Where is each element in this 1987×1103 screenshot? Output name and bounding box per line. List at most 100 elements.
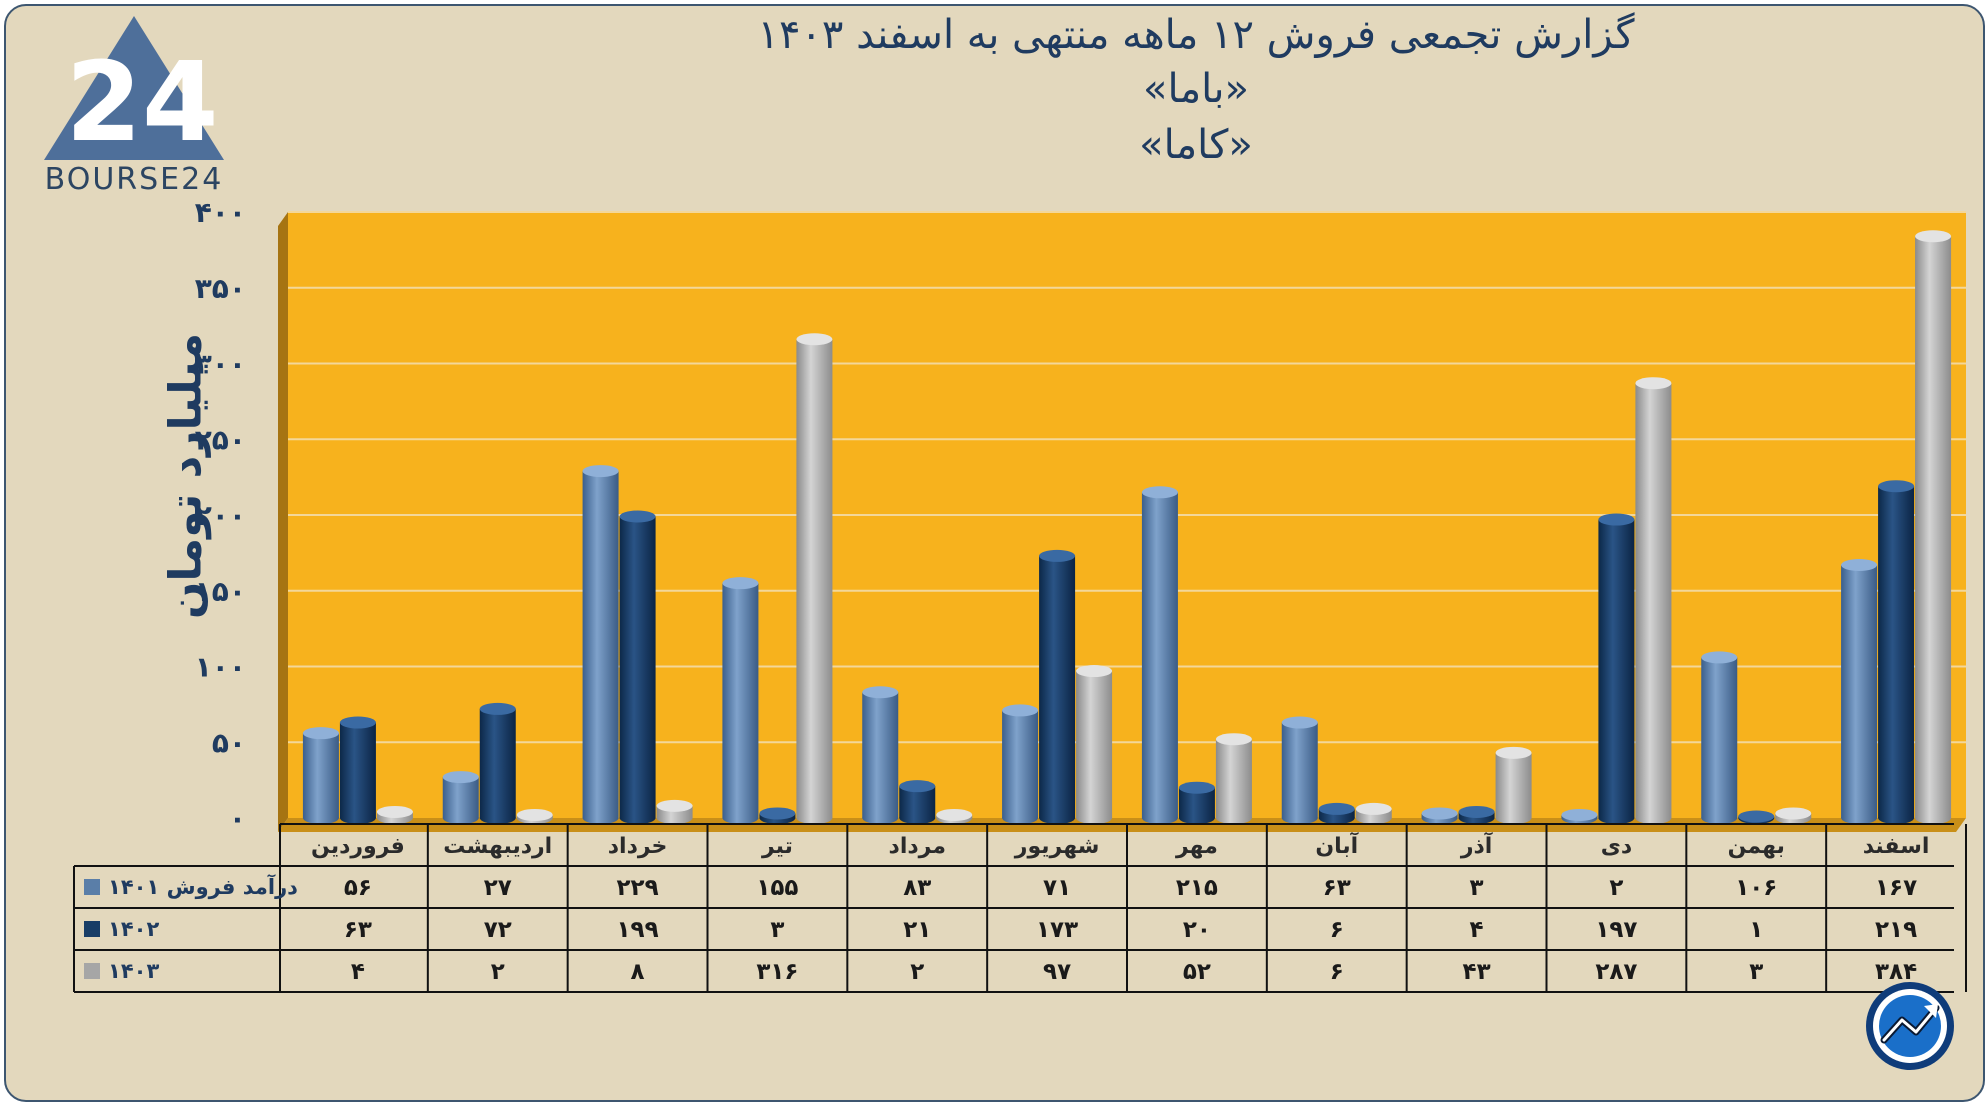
- y-axis-ticks: ۰ ۵۰ ۱۰۰ ۱۵۰ ۲۰۰ ۲۵۰ ۳۰۰ ۳۵۰ ۴۰۰: [195, 196, 246, 835]
- bar-top: [722, 577, 759, 590]
- data-label: ۲: [910, 959, 924, 985]
- bar-body: [862, 692, 899, 818]
- y-tick-label: ۳۰۰: [195, 348, 246, 381]
- data-label: ۸: [631, 959, 645, 985]
- data-label: ۵۲: [1183, 959, 1211, 985]
- bar-body: [1495, 752, 1532, 818]
- bar: [1841, 558, 1878, 824]
- data-label: ۳۸۴: [1875, 959, 1917, 985]
- bar-body: [722, 583, 759, 818]
- data-label: ۷۱: [1043, 875, 1071, 901]
- bar: [796, 333, 833, 824]
- data-label: ۲۱: [903, 917, 931, 943]
- data-label: ۳: [770, 917, 784, 943]
- bar-base: [1355, 812, 1392, 824]
- data-label: ۴: [1470, 917, 1484, 943]
- legend-swatch: [84, 921, 100, 937]
- bar: [936, 808, 973, 824]
- bar-base: [1002, 812, 1039, 824]
- bar-top: [582, 465, 619, 478]
- bar-top: [1495, 746, 1532, 759]
- bar-base: [1635, 812, 1672, 824]
- bar-top: [1355, 802, 1392, 815]
- bar-base: [1878, 812, 1915, 824]
- data-label: ۶۳: [344, 917, 372, 943]
- bar-body: [1281, 722, 1318, 818]
- bar-top: [1076, 665, 1113, 678]
- bar-top: [1738, 810, 1775, 823]
- chart-frame: ۰ ۵۰ ۱۰۰ ۱۵۰ ۲۰۰ ۲۵۰ ۳۰۰ ۳۵۰ ۴۰۰ فروردین اردیبهشت…: [4, 4, 1985, 1102]
- bar: [1561, 808, 1598, 824]
- bar-body: [1039, 555, 1076, 818]
- legend-entry: ۱۴۰۲: [108, 917, 159, 941]
- bar-top: [376, 805, 413, 818]
- bar-body: [339, 722, 376, 818]
- y-tick-label: ۲۰۰: [195, 499, 246, 532]
- bar-base: [1141, 812, 1178, 824]
- bar-base: [1915, 812, 1952, 824]
- bar-base: [339, 812, 376, 824]
- bar-top: [1458, 805, 1495, 818]
- bar-base: [1841, 812, 1878, 824]
- bar: [1495, 746, 1532, 824]
- data-label: ۲: [491, 959, 505, 985]
- bar-base: [1178, 812, 1215, 824]
- bar-top: [442, 771, 479, 784]
- bar-base: [442, 812, 479, 824]
- bar: [1458, 805, 1495, 824]
- bar: [1215, 733, 1252, 824]
- bar-body: [1076, 671, 1113, 818]
- data-label: ۲۷: [484, 875, 512, 901]
- data-label: ۱۹۷: [1595, 917, 1637, 943]
- data-label: ۵۶: [344, 875, 372, 901]
- bar-top: [1281, 716, 1318, 729]
- bar: [339, 716, 376, 824]
- y-tick-label: ۴۰۰: [195, 196, 246, 229]
- data-label: ۳: [1749, 959, 1763, 985]
- bar-top: [656, 799, 693, 812]
- legend-swatch: [84, 963, 100, 979]
- bar: [759, 807, 796, 824]
- bar-top: [479, 702, 516, 715]
- bar: [1281, 716, 1318, 824]
- bar-top: [1141, 486, 1178, 499]
- data-label: ۲۱۵: [1176, 875, 1218, 901]
- bar: [619, 510, 656, 824]
- bar: [1039, 549, 1076, 824]
- bar-base: [1701, 812, 1738, 824]
- bar-body: [1215, 739, 1252, 818]
- x-tick-label: مهر: [1175, 834, 1218, 859]
- bar-top: [302, 727, 339, 740]
- bar-top: [516, 808, 553, 821]
- bar-top: [1701, 651, 1738, 664]
- bar: [376, 805, 413, 824]
- plot-area: [278, 211, 1966, 832]
- bar: [582, 465, 619, 824]
- bar: [656, 799, 693, 824]
- data-label: ۱۰۶: [1735, 875, 1777, 901]
- bar-top: [796, 333, 833, 346]
- x-tick-label: بهمن: [1728, 834, 1785, 859]
- bar-top: [862, 686, 899, 699]
- data-label: ۳: [1470, 875, 1484, 901]
- bar-top: [1318, 802, 1355, 815]
- bar-top: [1002, 704, 1039, 717]
- bar: [1775, 807, 1812, 824]
- bar-base: [479, 812, 516, 824]
- chart-title: گزارش تجمعی فروش ۱۲ ماهه منتهی به اسفند …: [757, 12, 1635, 58]
- bars-group: [302, 230, 1952, 824]
- bar-top: [1421, 807, 1458, 820]
- bar-top: [1878, 480, 1915, 493]
- bar-base: [862, 812, 899, 824]
- legend-entry: درآمد فروش ۱۴۰۱: [108, 874, 298, 899]
- plot-side-wall: [278, 212, 288, 832]
- y-axis-label: میلیارد تومان: [160, 332, 212, 620]
- bourse24-logo-icon: 24: [44, 16, 224, 166]
- x-tick-label: فروردین: [311, 834, 405, 859]
- trend-arrow-icon: [1866, 982, 1954, 1070]
- bar: [1701, 651, 1738, 824]
- y-tick-label: ۱۵۰: [195, 575, 246, 608]
- bar: [899, 780, 936, 824]
- bar-body: [1915, 236, 1952, 819]
- bar-top: [1915, 230, 1952, 243]
